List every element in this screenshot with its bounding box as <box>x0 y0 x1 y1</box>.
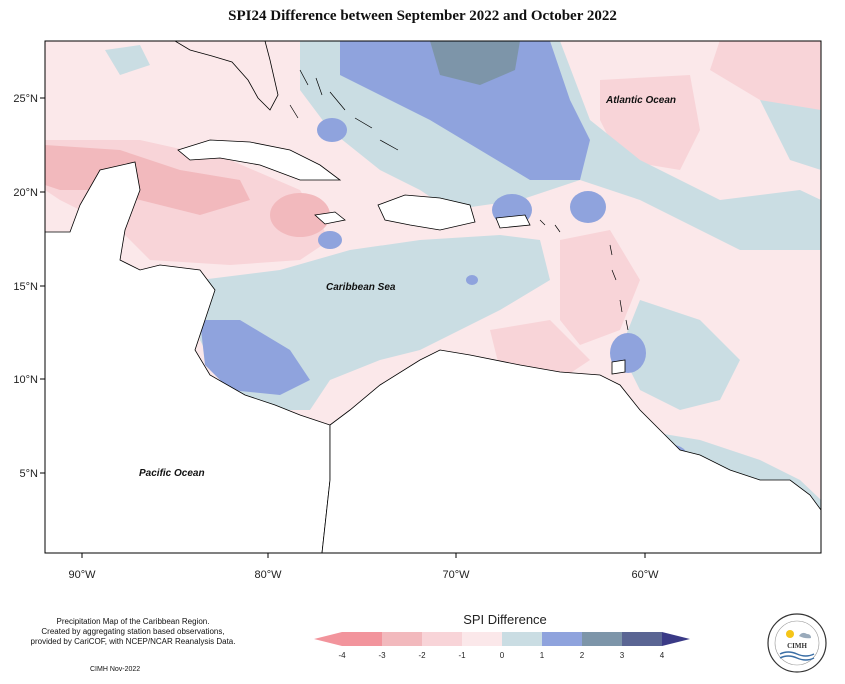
caribbean-sea-label: Caribbean Sea <box>326 282 396 293</box>
legend-title: SPI Difference <box>463 612 547 627</box>
legend-arrow-low <box>314 632 342 646</box>
lat-tick-10: 10°N <box>13 374 38 386</box>
lat-axis: 25°N 20°N 15°N 10°N 5°N <box>13 93 45 480</box>
legend-tick-label: -1 <box>458 651 466 660</box>
legend-swatch <box>382 632 422 646</box>
legend-swatch <box>462 632 502 646</box>
legend-tick-label: 4 <box>660 651 665 660</box>
legend-swatch <box>502 632 542 646</box>
map-title: SPI24 Difference between September 2022 … <box>228 8 617 24</box>
credits-date: CIMH Nov-2022 <box>90 666 141 673</box>
spi-field <box>45 41 821 553</box>
legend-tick-label: -4 <box>338 651 346 660</box>
lat-tick-15: 15°N <box>13 281 38 293</box>
credits: Precipitation Map of the Caribbean Regio… <box>18 617 248 647</box>
legend-tick-label: 1 <box>540 651 545 660</box>
credits-line-1: Precipitation Map of the Caribbean Regio… <box>56 617 210 626</box>
legend-swatch <box>622 632 662 646</box>
lat-tick-25: 25°N <box>13 93 38 105</box>
landmasses <box>45 41 821 553</box>
lat-tick-20: 20°N <box>13 187 38 199</box>
atlantic-ocean-label: Atlantic Ocean <box>605 95 676 106</box>
lon-tick-60: 60°W <box>631 569 659 581</box>
legend-tick-label: 0 <box>500 651 505 660</box>
island-outlines <box>289 69 629 331</box>
legend-swatch <box>342 632 382 646</box>
lon-axis: 90°W 80°W 70°W 60°W <box>68 553 659 581</box>
lon-tick-80: 80°W <box>254 569 282 581</box>
lon-tick-70: 70°W <box>442 569 470 581</box>
legend-tick-label: 3 <box>620 651 625 660</box>
legend-tick-label: -3 <box>378 651 386 660</box>
legend-swatch <box>542 632 582 646</box>
legend-swatch <box>582 632 622 646</box>
logo-text: CIMH <box>787 642 807 650</box>
color-legend: -4 -3 -2 -1 0 1 2 3 4 <box>314 632 690 660</box>
pacific-ocean-label: Pacific Ocean <box>139 468 205 479</box>
legend-tick-label: -2 <box>418 651 426 660</box>
credits-line-3: provided by CariCOF, with NCEP/NCAR Rean… <box>30 637 236 646</box>
lat-tick-5: 5°N <box>20 468 39 480</box>
map-frame <box>44 40 822 554</box>
legend-arrow-high <box>662 632 690 646</box>
credits-line-2: Created by aggregating station based obs… <box>41 627 225 636</box>
legend-swatch <box>422 632 462 646</box>
legend-tick-label: 2 <box>580 651 585 660</box>
cimh-logo: CIMH <box>767 613 827 673</box>
lon-tick-90: 90°W <box>68 569 96 581</box>
